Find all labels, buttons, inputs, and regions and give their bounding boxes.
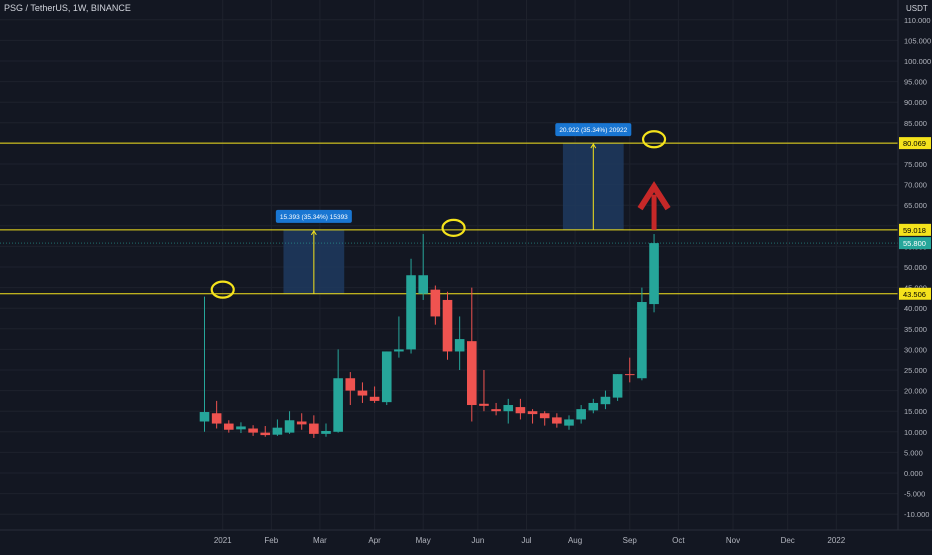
x-tick-label: Nov — [726, 536, 740, 545]
candle[interactable] — [491, 409, 501, 412]
y-tick-label: 70.000 — [904, 181, 927, 190]
candle[interactable] — [260, 432, 271, 436]
candle[interactable] — [236, 426, 246, 430]
x-tick-label: Oct — [672, 536, 685, 545]
measure-label: 15.393 (35.34%) 15393 — [280, 214, 348, 221]
last-price-tag[interactable] — [899, 237, 931, 250]
y-tick-label: 105.000 — [904, 36, 931, 45]
y-tick-label: 75.000 — [904, 160, 927, 169]
candle[interactable] — [527, 411, 538, 415]
measure-label: 20.922 (35.34%) 20922 — [559, 127, 627, 134]
x-tick-label: Apr — [368, 536, 381, 545]
candle[interactable] — [600, 396, 611, 405]
y-tick-label: 85.000 — [904, 119, 927, 128]
measure-arrowhead — [310, 229, 317, 236]
last-price-label: 55.800 — [903, 239, 926, 248]
x-tick-label: Mar — [313, 536, 327, 545]
x-tick-label: Jun — [471, 536, 484, 545]
highlight-circle — [641, 130, 667, 149]
y-tick-label: 50.000 — [904, 263, 927, 272]
x-tick-label: Feb — [264, 536, 278, 545]
level-price-label: 43.506 — [903, 290, 926, 299]
y-tick-label: 35.000 — [904, 325, 927, 334]
level-price-label: 59.018 — [903, 226, 926, 235]
highlight-circle — [210, 280, 235, 299]
candle[interactable] — [333, 378, 343, 432]
y-tick-label: 0.000 — [904, 469, 923, 478]
y-tick-label: 25.000 — [904, 366, 927, 375]
x-tick-label: Dec — [781, 536, 795, 545]
y-tick-label: -10.000 — [904, 510, 929, 519]
level-price-tag[interactable] — [899, 137, 931, 150]
candle[interactable] — [612, 374, 623, 398]
candle[interactable] — [369, 396, 380, 401]
candle[interactable] — [321, 430, 331, 434]
candle[interactable] — [479, 403, 489, 406]
y-tick-label: 95.000 — [904, 78, 927, 87]
measure-arrowhead — [590, 143, 597, 149]
x-tick-label: 2021 — [214, 536, 232, 545]
candle[interactable] — [248, 428, 258, 433]
candle[interactable] — [576, 409, 586, 420]
candle[interactable] — [637, 302, 647, 379]
x-tick-label: 2022 — [827, 536, 845, 545]
y-tick-label: 30.000 — [904, 345, 927, 354]
candle[interactable] — [224, 423, 234, 430]
candle[interactable] — [454, 339, 465, 352]
arrow-head — [637, 181, 671, 211]
candle[interactable] — [345, 378, 356, 391]
candle[interactable] — [588, 402, 599, 411]
measure-label-bg — [555, 123, 632, 137]
currency-unit: USDT — [906, 4, 928, 13]
candle[interactable] — [515, 407, 526, 414]
y-tick-label: 20.000 — [904, 387, 927, 396]
level-price-tag[interactable] — [899, 287, 931, 300]
y-tick-label: 110.000 — [904, 16, 931, 25]
candle[interactable] — [442, 299, 453, 352]
candle[interactable] — [649, 243, 659, 305]
highlight-circle — [441, 218, 466, 237]
candle[interactable] — [199, 412, 210, 422]
y-tick-label: 5.000 — [904, 448, 923, 457]
x-tick-label: Aug — [568, 536, 582, 545]
candle[interactable] — [430, 289, 441, 317]
candle[interactable] — [284, 420, 295, 433]
candle[interactable] — [296, 421, 307, 425]
symbol-title: PSG / TetherUS, 1W, BINANCE — [4, 3, 131, 13]
candle[interactable] — [624, 374, 635, 376]
x-tick-label: May — [416, 536, 431, 545]
y-tick-label: 10.000 — [904, 428, 927, 437]
candle[interactable] — [564, 419, 574, 426]
y-tick-label: 90.000 — [904, 98, 927, 107]
candle[interactable] — [394, 349, 404, 352]
measure-label-bg — [275, 209, 352, 223]
candle[interactable] — [467, 341, 477, 406]
candle[interactable] — [539, 413, 550, 419]
candle[interactable] — [381, 351, 392, 403]
y-tick-label: 40.000 — [904, 304, 927, 313]
y-tick-label: 15.000 — [904, 407, 927, 416]
candle[interactable] — [357, 390, 368, 396]
level-price-tag[interactable] — [899, 223, 931, 236]
candle[interactable] — [309, 423, 319, 434]
y-tick-label: 100.000 — [904, 57, 931, 66]
y-tick-label: 65.000 — [904, 201, 927, 210]
x-tick-label: Jul — [521, 536, 531, 545]
candle[interactable] — [418, 275, 428, 294]
candle[interactable] — [503, 405, 514, 412]
y-tick-label: -5.000 — [904, 490, 925, 499]
candle[interactable] — [211, 413, 222, 424]
level-price-label: 80.069 — [903, 139, 926, 148]
candle[interactable] — [552, 417, 562, 424]
candle[interactable] — [406, 275, 416, 350]
candle[interactable] — [272, 427, 283, 435]
x-tick-label: Sep — [623, 536, 638, 545]
